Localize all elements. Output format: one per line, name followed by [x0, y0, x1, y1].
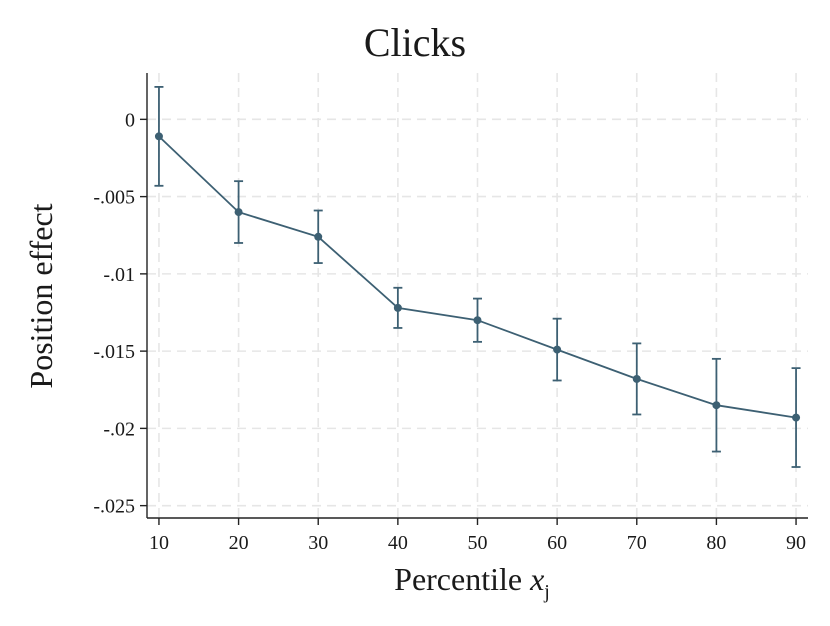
y-tick-label-0: 0 — [125, 109, 135, 131]
data-point-7 — [712, 401, 721, 410]
data-point-4 — [473, 316, 482, 325]
x-axis-label-text: Percentile — [394, 561, 522, 597]
x-tick-label-4: 50 — [468, 532, 488, 554]
data-point-0 — [154, 132, 163, 141]
data-point-2 — [314, 232, 323, 241]
x-tick-label-3: 40 — [388, 532, 408, 554]
x-tick-label-0: 10 — [149, 532, 169, 554]
data-point-3 — [393, 303, 402, 312]
y-tick-label-5: -.025 — [93, 496, 135, 518]
y-tick-label-4: -.02 — [103, 418, 135, 440]
x-tick-label-1: 20 — [229, 532, 249, 554]
x-axis-label-subscript: j — [543, 581, 550, 603]
data-point-1 — [234, 208, 243, 217]
data-point-6 — [632, 374, 641, 383]
data-point-8 — [792, 413, 801, 422]
y-tick-label-3: -.015 — [93, 341, 135, 363]
y-tick-label-2: -.01 — [103, 264, 135, 286]
data-point-5 — [553, 345, 562, 354]
ticks: 0 -.005 -.01 -.015 -.02 -.025 10 20 30 40 50 60 70 80… — [93, 109, 806, 554]
x-axis-label: Percentile xj — [394, 561, 550, 603]
y-tick-label-1: -.005 — [93, 187, 135, 209]
chart-title: Clicks — [364, 20, 466, 65]
x-tick-label-2: 30 — [308, 532, 328, 554]
series — [154, 86, 801, 468]
x-axis-label-variable: x — [529, 561, 544, 597]
y-axis-label: Position effect — [23, 203, 59, 388]
grid — [147, 73, 808, 518]
x-tick-label-5: 60 — [547, 532, 567, 554]
x-tick-label-8: 90 — [786, 532, 806, 554]
x-tick-label-6: 70 — [627, 532, 647, 554]
x-tick-label-7: 80 — [706, 532, 726, 554]
